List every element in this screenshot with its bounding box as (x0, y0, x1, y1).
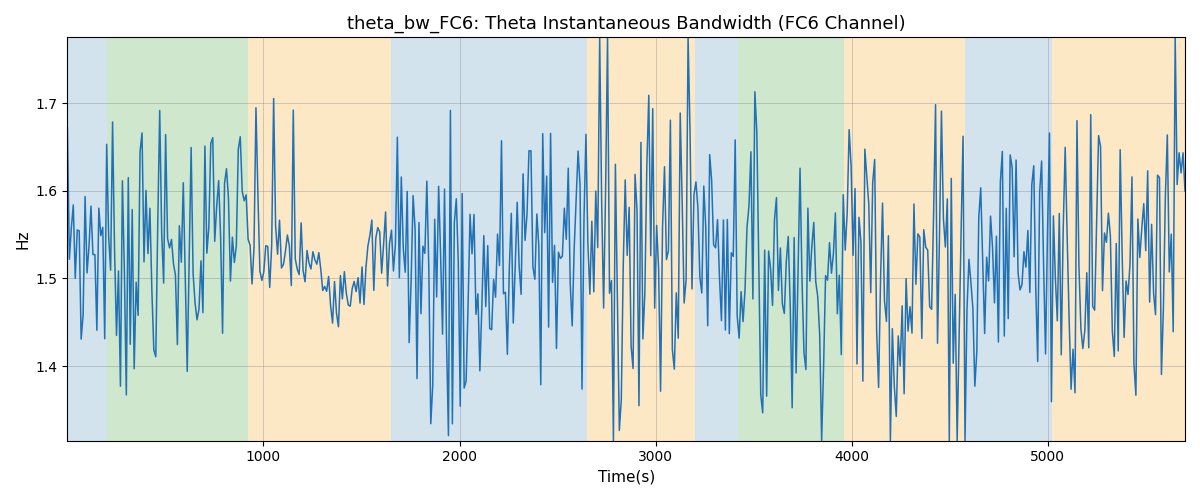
Bar (1051, 38, 1186, 440)
Bar (107, 38, 247, 440)
Bar (67, 38, 107, 440)
Bar (966, 38, 1051, 440)
Bar (738, 38, 844, 440)
Y-axis label: Hz: Hz (16, 230, 30, 249)
Bar (587, 38, 695, 440)
Title: theta_bw_FC6: Theta Instantaneous Bandwidth (FC6 Channel): theta_bw_FC6: Theta Instantaneous Bandwi… (347, 15, 906, 34)
X-axis label: Time(s): Time(s) (598, 470, 655, 485)
Bar (391, 38, 587, 440)
Bar (844, 38, 966, 440)
Bar (695, 38, 738, 440)
Bar (247, 38, 391, 440)
